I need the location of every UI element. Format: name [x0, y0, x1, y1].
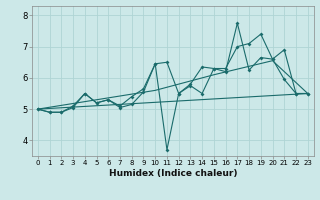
X-axis label: Humidex (Indice chaleur): Humidex (Indice chaleur) — [108, 169, 237, 178]
